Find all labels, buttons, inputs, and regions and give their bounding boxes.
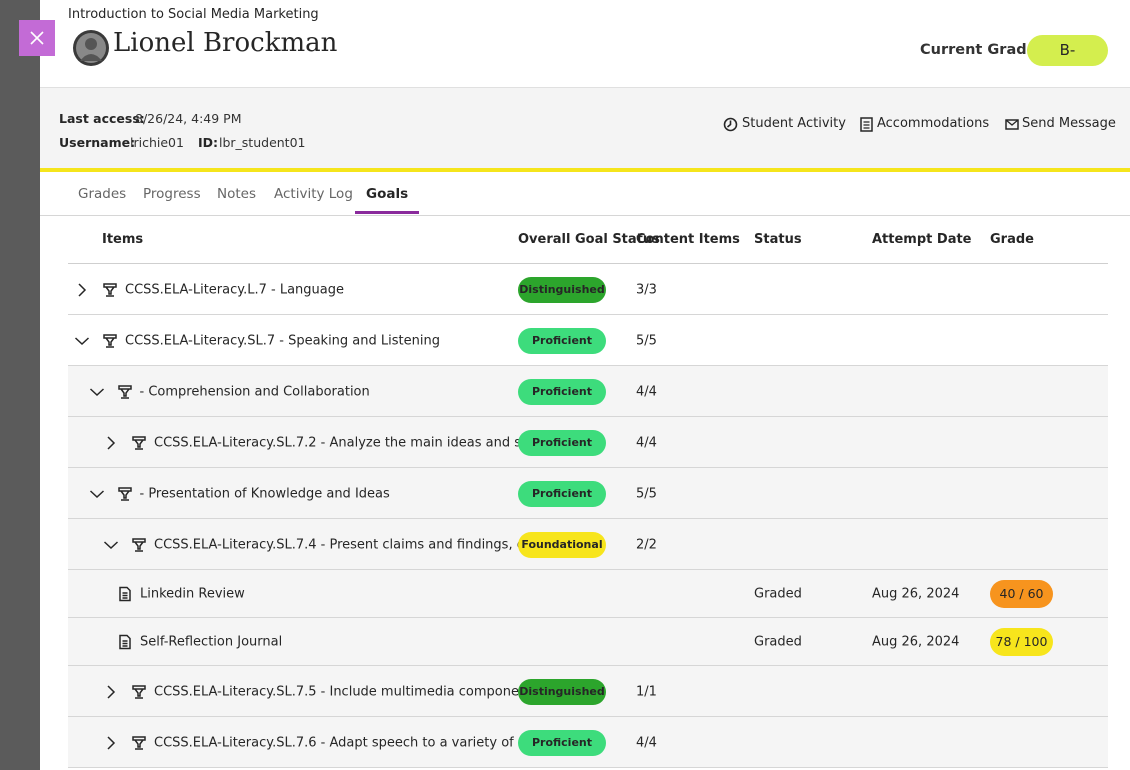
goal-icon: [132, 735, 146, 750]
action-link[interactable]: Student Activity: [742, 116, 846, 131]
avatar: [73, 30, 109, 66]
label: ID:: [198, 135, 219, 150]
chevron-right-icon[interactable]: [103, 735, 119, 751]
goal-icon: [103, 282, 117, 297]
item-name: CCSS.ELA-Literacy.SL.7.6 - Adapt speech …: [154, 735, 546, 750]
goal-row: CCSS.ELA-Literacy.SL.7 - Speaking and Li…: [68, 315, 1108, 366]
student-name: Lionel Brockman: [113, 28, 338, 58]
goal-status: Distinguished: [518, 678, 606, 705]
current-grade: B-: [1027, 35, 1108, 66]
goal-status: Proficient: [518, 429, 606, 456]
goal-icon: [132, 684, 146, 699]
content-count: 4/4: [636, 735, 657, 750]
goal-row: - Comprehension and Collaboration Profici…: [68, 366, 1108, 417]
chevron-right-icon[interactable]: [103, 684, 119, 700]
tab[interactable]: Goals: [366, 186, 409, 202]
item-name: CCSS.ELA-Literacy.SL.7.4 - Present claim…: [154, 537, 538, 552]
goal-icon: [132, 435, 146, 450]
student-panel: Introduction to Social Media Marketing L…: [40, 0, 1130, 770]
tab[interactable]: Progress: [143, 186, 201, 202]
item-status: Graded: [754, 586, 802, 602]
doc-icon: [119, 634, 131, 650]
label: Last access:: [59, 111, 145, 126]
chevron-right-icon[interactable]: [74, 282, 90, 298]
chevron-down-icon[interactable]: [74, 333, 90, 349]
column-header: Content Items: [636, 232, 740, 247]
content-row: Linkedin Review Graded Aug 26, 2024 40 / 60: [68, 570, 1108, 618]
goal-icon: [117, 486, 132, 501]
tab-indicator: [355, 211, 420, 214]
content-row: Self-Reflection Journal Graded Aug 26, 202…: [68, 618, 1108, 666]
message-icon: [1005, 119, 1019, 130]
item-name[interactable]: Linkedin Review: [140, 586, 245, 602]
username: lrichie01: [130, 135, 184, 150]
label: Username:: [59, 135, 136, 150]
tab[interactable]: Grades: [78, 186, 127, 202]
content-count: 5/5: [636, 333, 657, 348]
column-header: Items: [102, 232, 144, 247]
item-status: Graded: [754, 634, 802, 650]
course-name: Introduction to Social Media Marketing: [68, 7, 319, 22]
chevron-down-icon[interactable]: [89, 384, 105, 400]
accent-bar: [40, 168, 1130, 172]
chevron-down-icon[interactable]: [89, 486, 105, 502]
goal-icon: [132, 537, 146, 552]
item-name[interactable]: Self-Reflection Journal: [140, 634, 283, 650]
goal-row: CCSS.ELA-Literacy.SL.7.2 - Analyze the m…: [68, 417, 1108, 468]
tab[interactable]: Activity Log: [274, 186, 353, 202]
goal-status: Distinguished: [518, 276, 606, 303]
item-name: - Comprehension and Collaboration: [139, 384, 370, 399]
goal-status: Proficient: [518, 729, 606, 756]
column-header: Attempt Date: [872, 232, 972, 247]
action-link[interactable]: Send Message: [1022, 116, 1116, 131]
tab-divider: [40, 215, 1130, 216]
column-header: Overall Goal Status: [518, 232, 660, 247]
goal-row: CCSS.ELA-Literacy.SL.7.6 - Adapt speech …: [68, 717, 1108, 768]
goal-row: CCSS.ELA-Literacy.L.7 - Language Distingu…: [68, 264, 1108, 315]
goal-row: CCSS.ELA-Literacy.SL.7.4 - Present claim…: [68, 519, 1108, 570]
accommodations-icon: [860, 117, 873, 132]
item-grade: 40 / 60: [990, 580, 1053, 608]
column-header: Grade: [990, 232, 1034, 247]
last-access: 8/26/24, 4:49 PM: [135, 111, 242, 126]
goal-status: Proficient: [518, 480, 606, 507]
column-header: Status: [754, 232, 802, 247]
content-count: 2/2: [636, 537, 657, 552]
item-name: CCSS.ELA-Literacy.SL.7.5 - Include multi…: [154, 684, 540, 699]
goal-status: Foundational: [518, 531, 606, 558]
action-link[interactable]: Accommodations: [877, 116, 990, 131]
content-count: 4/4: [636, 384, 657, 399]
attempt-date: Aug 26, 2024: [872, 586, 960, 602]
chevron-down-icon[interactable]: [103, 537, 119, 553]
item-grade: 78 / 100: [990, 628, 1053, 656]
tab[interactable]: Notes: [217, 186, 256, 202]
goal-row: CCSS.ELA-Literacy.SL.7.5 - Include multi…: [68, 666, 1108, 717]
attempt-date: Aug 26, 2024: [872, 634, 960, 650]
goal-icon: [117, 384, 132, 399]
close-button[interactable]: [19, 20, 55, 56]
item-name: CCSS.ELA-Literacy.SL.7.2 - Analyze the m…: [154, 435, 542, 450]
item-name: - Presentation of Knowledge and Ideas: [139, 486, 390, 501]
grade-label: Current Grade: [920, 42, 1037, 58]
item-name: CCSS.ELA-Literacy.L.7 - Language: [125, 282, 344, 297]
content-count: 1/1: [636, 684, 657, 699]
goal-status: Proficient: [518, 378, 606, 405]
chevron-right-icon[interactable]: [103, 435, 119, 451]
content-count: 3/3: [636, 282, 657, 297]
goal-icon: [103, 333, 117, 348]
item-name: CCSS.ELA-Literacy.SL.7 - Speaking and Li…: [125, 333, 440, 348]
doc-icon: [119, 586, 131, 602]
goal-row: - Presentation of Knowledge and Ideas Pro…: [68, 468, 1108, 519]
student-id: lbr_student01: [219, 135, 306, 150]
content-count: 4/4: [636, 435, 657, 450]
info-bar: Last access: 8/26/24, 4:49 PM Username: …: [40, 87, 1130, 169]
header-divider: [68, 263, 1108, 264]
goal-status: Proficient: [518, 327, 606, 354]
content-count: 5/5: [636, 486, 657, 501]
activity-icon: [723, 117, 738, 132]
